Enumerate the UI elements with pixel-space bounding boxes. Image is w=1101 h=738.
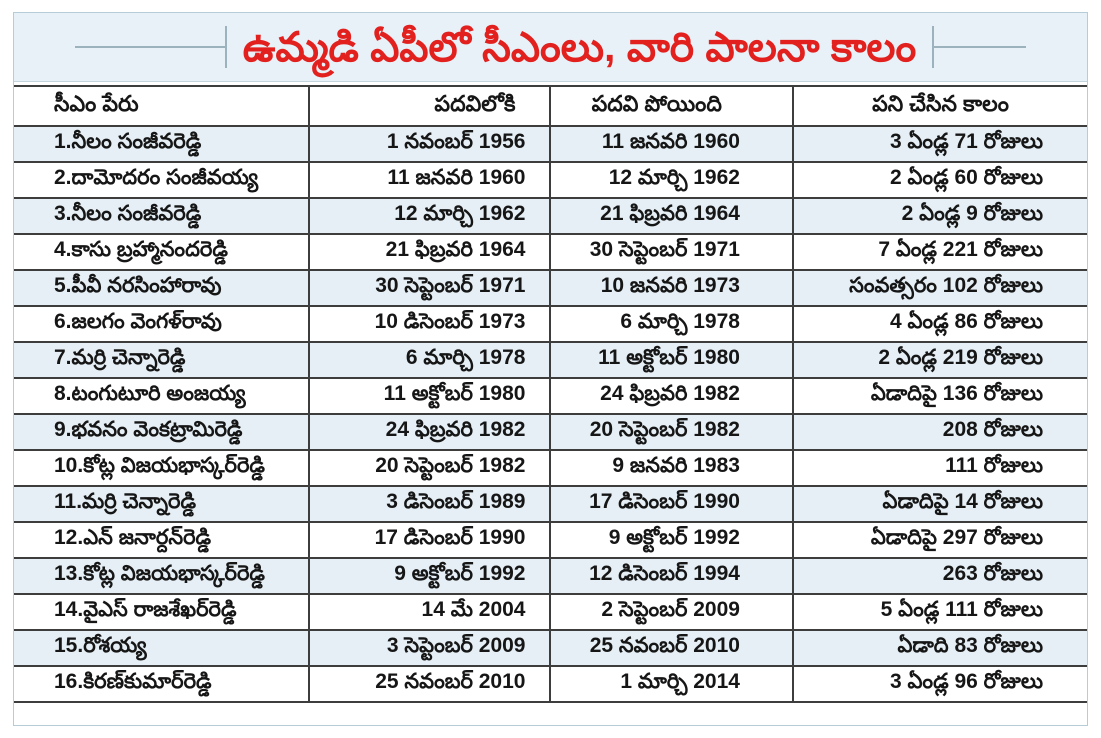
table-row: 6.జలగం వెంగళ్‌రావు 10 డిసెంబర్ 1973 6 మార్…	[14, 305, 1087, 343]
left-office-cell: 11 జనవరి 1960	[549, 125, 793, 163]
left-office-cell: 1 మార్చి 2014	[549, 665, 793, 703]
tenure-cell: 263 రోజులు	[791, 557, 1087, 595]
table-row: 4.కాసు బ్రహ్మానందరెడ్డి 21 ఫిబ్రవరి 1964 3…	[14, 233, 1087, 271]
vertical-tick-line	[932, 26, 935, 68]
vertical-tick-line	[224, 26, 227, 68]
cm-name-cell: 15.రోశయ్య	[14, 629, 310, 667]
took-office-cell: 6 మార్చి 1978	[308, 341, 551, 379]
column-header-cm-name: సీఎం పేరు	[14, 85, 310, 127]
tenure-cell: 7 ఏండ్ల 221 రోజులు	[791, 233, 1087, 271]
title-band: ఉమ్మడి ఏపీలో సీఎంలు, వారి పాలనా కాలం	[14, 13, 1087, 82]
cm-name-cell: 13.కోట్ల విజయభాస్కర్‌రెడ్డి	[14, 557, 310, 595]
left-office-cell: 30 సెప్టెంబర్ 1971	[549, 233, 793, 271]
took-office-cell: 3 డిసెంబర్ 1989	[308, 485, 551, 523]
table-row: 3.నీలం సంజీవరెడ్డి 12 మార్చి 1962 21 ఫిబ్ర…	[14, 197, 1087, 235]
table-row: 5.పీవీ నరసింహారావు 30 సెప్టెంబర్ 1971 10 జ…	[14, 269, 1087, 307]
cm-name-cell: 10.కోట్ల విజయభాస్కర్‌రెడ్డి	[14, 449, 310, 487]
table-row: 16.కిరణ్‌కుమార్‌రెడ్డి 25 నవంబర్ 2010 1 మా…	[14, 665, 1087, 703]
cm-name-cell: 7.మర్రి చెన్నారెడ్డి	[14, 341, 310, 379]
took-office-cell: 9 అక్టోబర్ 1992	[308, 557, 551, 595]
table-row: 7.మర్రి చెన్నారెడ్డి 6 మార్చి 1978 11 అక్ట…	[14, 341, 1087, 379]
cm-name-cell: 3.నీలం సంజీవరెడ్డి	[14, 197, 310, 235]
cm-name-cell: 8.టంగుటూరి అంజయ్య	[14, 377, 310, 415]
left-office-cell: 12 డిసెంబర్ 1994	[549, 557, 793, 595]
tenure-cell: 5 ఏండ్ల 111 రోజులు	[791, 593, 1087, 631]
cm-tenure-table: సీఎం పేరు పదవిలోకి పదవి పోయింది పని చేసి…	[14, 85, 1087, 703]
left-office-cell: 20 సెప్టెంబర్ 1982	[549, 413, 793, 451]
cm-name-cell: 12.ఎన్ జనార్దన్‌రెడ్డి	[14, 521, 310, 559]
took-office-cell: 21 ఫిబ్రవరి 1964	[308, 233, 551, 271]
took-office-cell: 11 అక్టోబర్ 1980	[308, 377, 551, 415]
column-header-took-office: పదవిలోకి	[308, 85, 551, 127]
left-office-cell: 24 ఫిబ్రవరి 1982	[549, 377, 793, 415]
took-office-cell: 24 ఫిబ్రవరి 1982	[308, 413, 551, 451]
table-row: 10.కోట్ల విజయభాస్కర్‌రెడ్డి 20 సెప్టెంబర్…	[14, 449, 1087, 487]
cm-name-cell: 4.కాసు బ్రహ్మానందరెడ్డి	[14, 233, 310, 271]
left-office-cell: 10 జనవరి 1973	[549, 269, 793, 307]
horizontal-rule-line	[74, 46, 225, 48]
took-office-cell: 11 జనవరి 1960	[308, 161, 551, 199]
tenure-cell: 2 ఏండ్ల 9 రోజులు	[791, 197, 1087, 235]
tenure-cell: ఏడాదిపై 136 రోజులు	[791, 377, 1087, 415]
table-row: 2.దామోదరం సంజీవయ్య 11 జనవరి 1960 12 మార్చి…	[14, 161, 1087, 199]
cm-name-cell: 14.వైఎస్ రాజశేఖర్‌రెడ్డి	[14, 593, 310, 631]
title-left-rule	[74, 26, 227, 68]
table-row: 1.నీలం సంజీవరెడ్డి 1 నవంబర్ 1956 11 జనవరి …	[14, 125, 1087, 163]
left-office-cell: 6 మార్చి 1978	[549, 305, 793, 343]
tenure-cell: ఏడాదిపై 297 రోజులు	[791, 521, 1087, 559]
cm-name-cell: 11.మర్రి చెన్నారెడ్డి	[14, 485, 310, 523]
table-row: 14.వైఎస్ రాజశేఖర్‌రెడ్డి 14 మే 2004 2 సెప్…	[14, 593, 1087, 631]
left-office-cell: 12 మార్చి 1962	[549, 161, 793, 199]
took-office-cell: 25 నవంబర్ 2010	[308, 665, 551, 703]
tenure-cell: 3 ఏండ్ల 96 రోజులు	[791, 665, 1087, 703]
cm-name-cell: 9.భవనం వెంకట్రామిరెడ్డి	[14, 413, 310, 451]
infographic-card: ఉమ్మడి ఏపీలో సీఎంలు, వారి పాలనా కాలం సీఎ…	[13, 12, 1088, 726]
title-right-rule	[932, 26, 1027, 68]
tenure-cell: 4 ఏండ్ల 86 రోజులు	[791, 305, 1087, 343]
table-body: 1.నీలం సంజీవరెడ్డి 1 నవంబర్ 1956 11 జనవరి …	[14, 125, 1087, 703]
cm-name-cell: 2.దామోదరం సంజీవయ్య	[14, 161, 310, 199]
took-office-cell: 1 నవంబర్ 1956	[308, 125, 551, 163]
left-office-cell: 9 అక్టోబర్ 1992	[549, 521, 793, 559]
took-office-cell: 12 మార్చి 1962	[308, 197, 551, 235]
column-header-left-office: పదవి పోయింది	[549, 85, 793, 127]
tenure-cell: 2 ఏండ్ల 219 రోజులు	[791, 341, 1087, 379]
tenure-cell: సంవత్సరం 102 రోజులు	[791, 269, 1087, 307]
cm-name-cell: 16.కిరణ్‌కుమార్‌రెడ్డి	[14, 665, 310, 703]
took-office-cell: 30 సెప్టెంబర్ 1971	[308, 269, 551, 307]
tenure-cell: 208 రోజులు	[791, 413, 1087, 451]
left-office-cell: 17 డిసెంబర్ 1990	[549, 485, 793, 523]
tenure-cell: 3 ఏండ్ల 71 రోజులు	[791, 125, 1087, 163]
left-office-cell: 2 సెప్టెంబర్ 2009	[549, 593, 793, 631]
horizontal-rule-line	[934, 46, 1027, 48]
table-row: 9.భవనం వెంకట్రామిరెడ్డి 24 ఫిబ్రవరి 1982 2…	[14, 413, 1087, 451]
took-office-cell: 3 సెప్టెంబర్ 2009	[308, 629, 551, 667]
cm-name-cell: 1.నీలం సంజీవరెడ్డి	[14, 125, 310, 163]
tenure-cell: 2 ఏండ్ల 60 రోజులు	[791, 161, 1087, 199]
cm-name-cell: 5.పీవీ నరసింహారావు	[14, 269, 310, 307]
left-office-cell: 21 ఫిబ్రవరి 1964	[549, 197, 793, 235]
tenure-cell: ఏడాది 83 రోజులు	[791, 629, 1087, 667]
took-office-cell: 17 డిసెంబర్ 1990	[308, 521, 551, 559]
table-row: 15.రోశయ్య 3 సెప్టెంబర్ 2009 25 నవంబర్ 2010…	[14, 629, 1087, 667]
page-title: ఉమ్మడి ఏపీలో సీఎంలు, వారి పాలనా కాలం	[242, 23, 917, 70]
table-row: 13.కోట్ల విజయభాస్కర్‌రెడ్డి 9 అక్టోబర్ 19…	[14, 557, 1087, 595]
tenure-cell: ఏడాదిపై 14 రోజులు	[791, 485, 1087, 523]
table-row: 12.ఎన్ జనార్దన్‌రెడ్డి 17 డిసెంబర్ 1990 9 …	[14, 521, 1087, 559]
header-row: సీఎం పేరు పదవిలోకి పదవి పోయింది పని చేసి…	[14, 85, 1087, 127]
left-office-cell: 9 జనవరి 1983	[549, 449, 793, 487]
took-office-cell: 14 మే 2004	[308, 593, 551, 631]
took-office-cell: 20 సెప్టెంబర్ 1982	[308, 449, 551, 487]
column-header-tenure: పని చేసిన కాలం	[791, 85, 1087, 127]
table-row: 8.టంగుటూరి అంజయ్య 11 అక్టోబర్ 1980 24 ఫిబ్…	[14, 377, 1087, 415]
table-row: 11.మర్రి చెన్నారెడ్డి 3 డిసెంబర్ 1989 17 డ…	[14, 485, 1087, 523]
tenure-cell: 111 రోజులు	[791, 449, 1087, 487]
left-office-cell: 11 అక్టోబర్ 1980	[549, 341, 793, 379]
took-office-cell: 10 డిసెంబర్ 1973	[308, 305, 551, 343]
left-office-cell: 25 నవంబర్ 2010	[549, 629, 793, 667]
cm-name-cell: 6.జలగం వెంగళ్‌రావు	[14, 305, 310, 343]
